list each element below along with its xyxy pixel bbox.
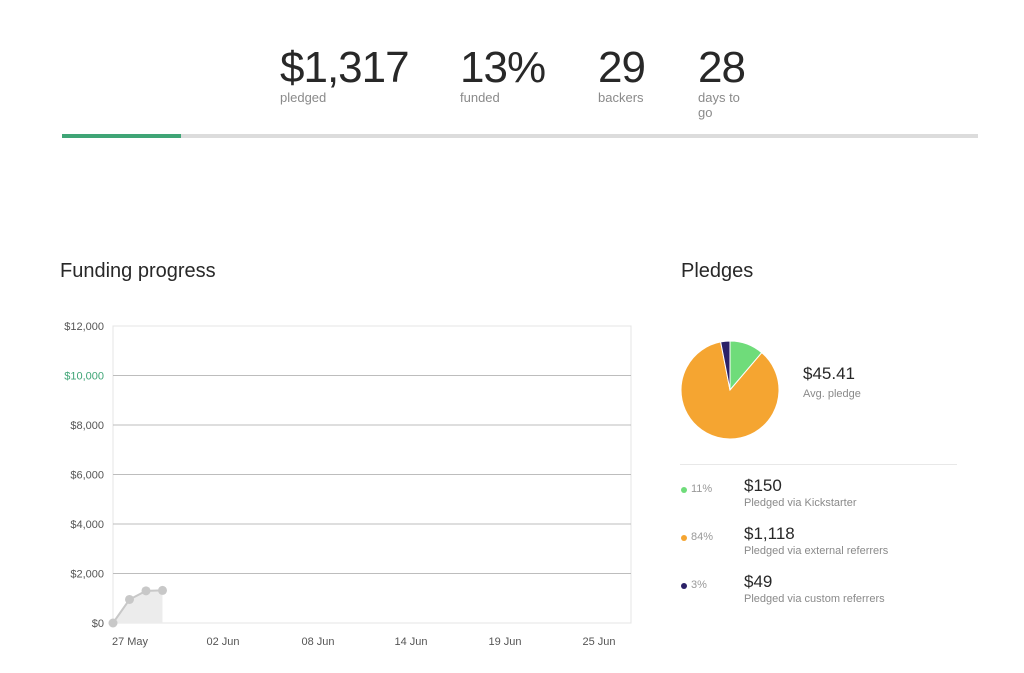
pledged-label: pledged xyxy=(280,90,327,105)
y-tick-label: $0 xyxy=(92,618,104,630)
pledge-description: Pledged via external referrers xyxy=(744,545,889,557)
funding-point xyxy=(125,594,134,604)
y-tick-label: $12,000 xyxy=(64,321,104,333)
x-tick-label: 02 Jun xyxy=(206,636,239,648)
stat-backers: 29 backers xyxy=(598,42,646,105)
pledge-source-custom: 3% $49 Pledged via custom referrers xyxy=(680,572,980,614)
pledge-description: Pledged via Kickstarter xyxy=(744,497,857,509)
pie-slice xyxy=(680,341,780,440)
external-dot-icon xyxy=(681,535,687,541)
pledged-value: $1,317 xyxy=(280,43,410,92)
pledges-heading: Pledges xyxy=(681,260,754,282)
pledge-amount: $49 xyxy=(744,572,773,591)
funding-progress-bar xyxy=(62,134,978,138)
pledge-source-external: 84% $1,118 Pledged via external referrer… xyxy=(680,524,980,566)
pledge-description: Pledged via custom referrers xyxy=(744,593,885,605)
stat-funded: 13% funded xyxy=(460,42,546,105)
pledge-amount: $1,118 xyxy=(744,524,795,543)
y-tick-label: $2,000 xyxy=(70,569,104,581)
kickstarter-dot-icon xyxy=(681,487,687,493)
pledges-pie-chart xyxy=(680,340,780,440)
pledge-source-kickstarter: 11% $150 Pledged via Kickstarter xyxy=(680,476,980,518)
pie-slice xyxy=(720,340,731,391)
pledge-percent: 84% xyxy=(691,531,714,543)
y-tick-label: $10,000 xyxy=(64,371,104,383)
avg-pledge-value: $45.41 xyxy=(803,364,855,383)
pledge-amount: $150 xyxy=(744,476,782,495)
avg-pledge-label: Avg. pledge xyxy=(803,388,861,400)
pledge-percent: 11% xyxy=(691,483,713,495)
days-label: days to go xyxy=(698,90,740,120)
funded-value: 13% xyxy=(460,43,546,92)
funding-point xyxy=(158,585,167,595)
days-value: 28 xyxy=(698,43,746,92)
pledges-divider xyxy=(680,464,957,465)
x-tick-label: 25 Jun xyxy=(582,636,615,648)
funded-label: funded xyxy=(460,90,500,105)
stat-days-to-go: 28 days to go xyxy=(698,42,746,120)
x-tick-label: 19 Jun xyxy=(488,636,521,648)
funding-progress-chart: $0 $2,000 $4,000 $6,000 $8,000 $10,000 $12,000… xyxy=(64,321,632,648)
custom-dot-icon xyxy=(681,583,687,589)
stat-pledged: $1,317 pledged xyxy=(280,42,410,105)
x-tick-label: 27 May xyxy=(112,636,149,648)
y-tick-label: $4,000 xyxy=(70,519,104,531)
pledge-percent: 3% xyxy=(691,579,707,591)
funding-progress-fill xyxy=(62,134,182,138)
funding-point xyxy=(141,586,151,596)
y-tick-label: $6,000 xyxy=(70,470,104,482)
funding-area xyxy=(113,590,163,623)
backers-value: 29 xyxy=(598,43,646,92)
x-tick-label: 14 Jun xyxy=(394,636,427,648)
funding-progress-heading: Funding progress xyxy=(60,260,216,282)
backers-label: backers xyxy=(598,90,644,105)
funding-line xyxy=(112,589,163,624)
funding-point xyxy=(108,618,118,628)
x-tick-label: 08 Jun xyxy=(301,636,334,648)
y-tick-label: $8,000 xyxy=(70,420,104,432)
